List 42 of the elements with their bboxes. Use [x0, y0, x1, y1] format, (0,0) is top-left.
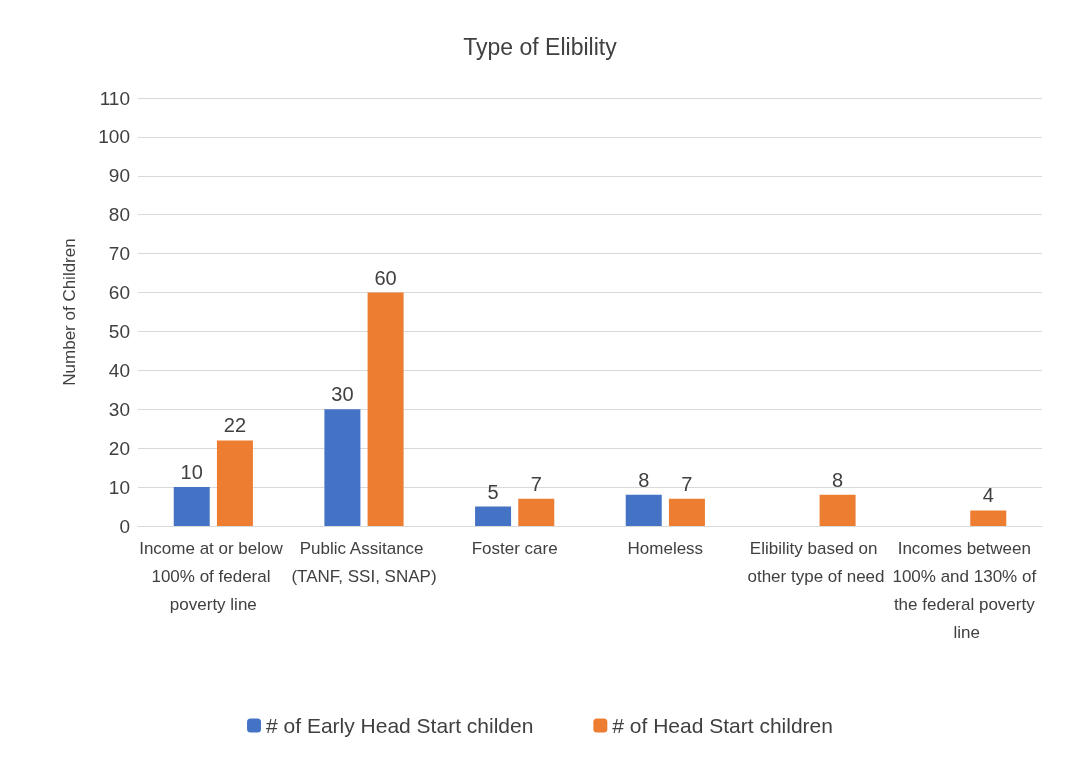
y-tick-label: 60 — [108, 282, 130, 304]
y-tick-label: 70 — [108, 243, 130, 265]
y-tick-label: 80 — [108, 204, 130, 226]
bar — [668, 498, 705, 526]
y-axis-title: Number of Children — [60, 238, 79, 386]
x-tick-label: Income at or below 100% of federal poverty line — [139, 538, 288, 614]
x-tick-label: Homeless — [627, 538, 704, 558]
bar — [216, 440, 253, 526]
legend-label: # of Head Start children — [612, 714, 833, 737]
bar — [625, 494, 662, 526]
bar — [475, 506, 512, 526]
data-label: 5 — [487, 480, 499, 503]
y-tick-label: 40 — [108, 359, 130, 381]
x-tick-label: Foster care — [471, 538, 558, 558]
data-label: 7 — [530, 472, 542, 495]
bar — [819, 494, 856, 526]
chart-title: Type of Elibility — [463, 33, 618, 60]
y-tick-label: 30 — [108, 398, 130, 420]
x-tick-label: Incomes between 100% and 130% of the federal poverty line — [892, 538, 1041, 642]
data-label: 60 — [374, 266, 397, 289]
data-label: 22 — [223, 414, 247, 437]
x-tick-label: Elibility based on other type of need — [747, 538, 885, 586]
legend-label: # of Early Head Start childen — [266, 714, 534, 737]
data-label: 7 — [681, 472, 693, 495]
data-label: 10 — [180, 461, 203, 484]
data-label: 8 — [832, 468, 844, 491]
x-tick-label: Public Assitance (TANF, SSI, SNAP) — [291, 538, 437, 586]
data-label: 8 — [638, 468, 650, 491]
y-tick-label: 100 — [98, 126, 130, 148]
y-tick-label: 10 — [108, 476, 130, 498]
bar — [518, 498, 555, 526]
y-tick-label: 110 — [99, 87, 130, 109]
y-tick-label: 20 — [108, 437, 130, 459]
bar — [367, 292, 404, 526]
data-label: 4 — [982, 484, 994, 507]
bar — [324, 409, 361, 526]
bar — [970, 510, 1007, 526]
y-tick-label: 90 — [108, 165, 130, 187]
data-label: 30 — [331, 383, 354, 406]
y-tick-label: 0 — [119, 515, 130, 537]
bar — [173, 487, 210, 526]
y-tick-label: 50 — [108, 320, 130, 342]
